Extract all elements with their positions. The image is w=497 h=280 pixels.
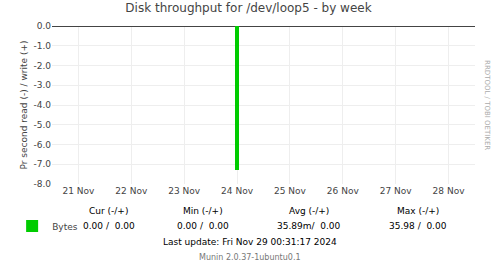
svg-text:Munin 2.0.37-1ubuntu0.1: Munin 2.0.37-1ubuntu0.1 <box>199 253 301 262</box>
svg-text:-1.0: -1.0 <box>33 41 51 51</box>
svg-text:27 Nov: 27 Nov <box>380 186 413 196</box>
svg-text:35.89m/ 0.00: 35.89m/ 0.00 <box>277 221 341 231</box>
svg-text:Avg (-/+): Avg (-/+) <box>289 206 329 216</box>
svg-text:25 Nov: 25 Nov <box>274 186 307 196</box>
svg-text:35.98 / 0.00: 35.98 / 0.00 <box>389 221 447 231</box>
svg-text:Last update: Fri Nov 29 00:31:: Last update: Fri Nov 29 00:31:17 2024 <box>163 237 337 247</box>
svg-text:28 Nov: 28 Nov <box>433 186 466 196</box>
svg-text:0.00 / 0.00: 0.00 / 0.00 <box>83 221 135 231</box>
svg-text:0.00 / 0.00: 0.00 / 0.00 <box>177 221 229 231</box>
svg-text:-5.0: -5.0 <box>33 120 51 130</box>
svg-text:Bytes: Bytes <box>52 222 78 232</box>
svg-text:-4.0: -4.0 <box>33 100 51 110</box>
svg-text:Min (-/+): Min (-/+) <box>183 206 223 216</box>
svg-text:22 Nov: 22 Nov <box>115 186 148 196</box>
svg-text:Max (-/+): Max (-/+) <box>397 206 439 216</box>
svg-text:Pr second read (-) / write (+): Pr second read (-) / write (+) <box>19 41 29 170</box>
svg-text:21 Nov: 21 Nov <box>62 186 95 196</box>
svg-text:-3.0: -3.0 <box>33 80 51 90</box>
svg-text:26 Nov: 26 Nov <box>327 186 360 196</box>
svg-text:-6.0: -6.0 <box>33 140 51 150</box>
svg-text:23 Nov: 23 Nov <box>168 186 201 196</box>
svg-text:Cur (-/+): Cur (-/+) <box>89 206 128 216</box>
svg-text:-8.0: -8.0 <box>33 179 51 189</box>
svg-text:-2.0: -2.0 <box>33 61 51 71</box>
svg-text:Disk throughput for /dev/loop5: Disk throughput for /dev/loop5 - by week <box>125 1 371 15</box>
svg-text:0.0: 0.0 <box>37 21 52 31</box>
svg-text:RRDTOOL / TOBI OETIKER: RRDTOOL / TOBI OETIKER <box>483 60 491 150</box>
svg-text:24 Nov: 24 Nov <box>221 186 254 196</box>
svg-text:-7.0: -7.0 <box>33 159 51 169</box>
